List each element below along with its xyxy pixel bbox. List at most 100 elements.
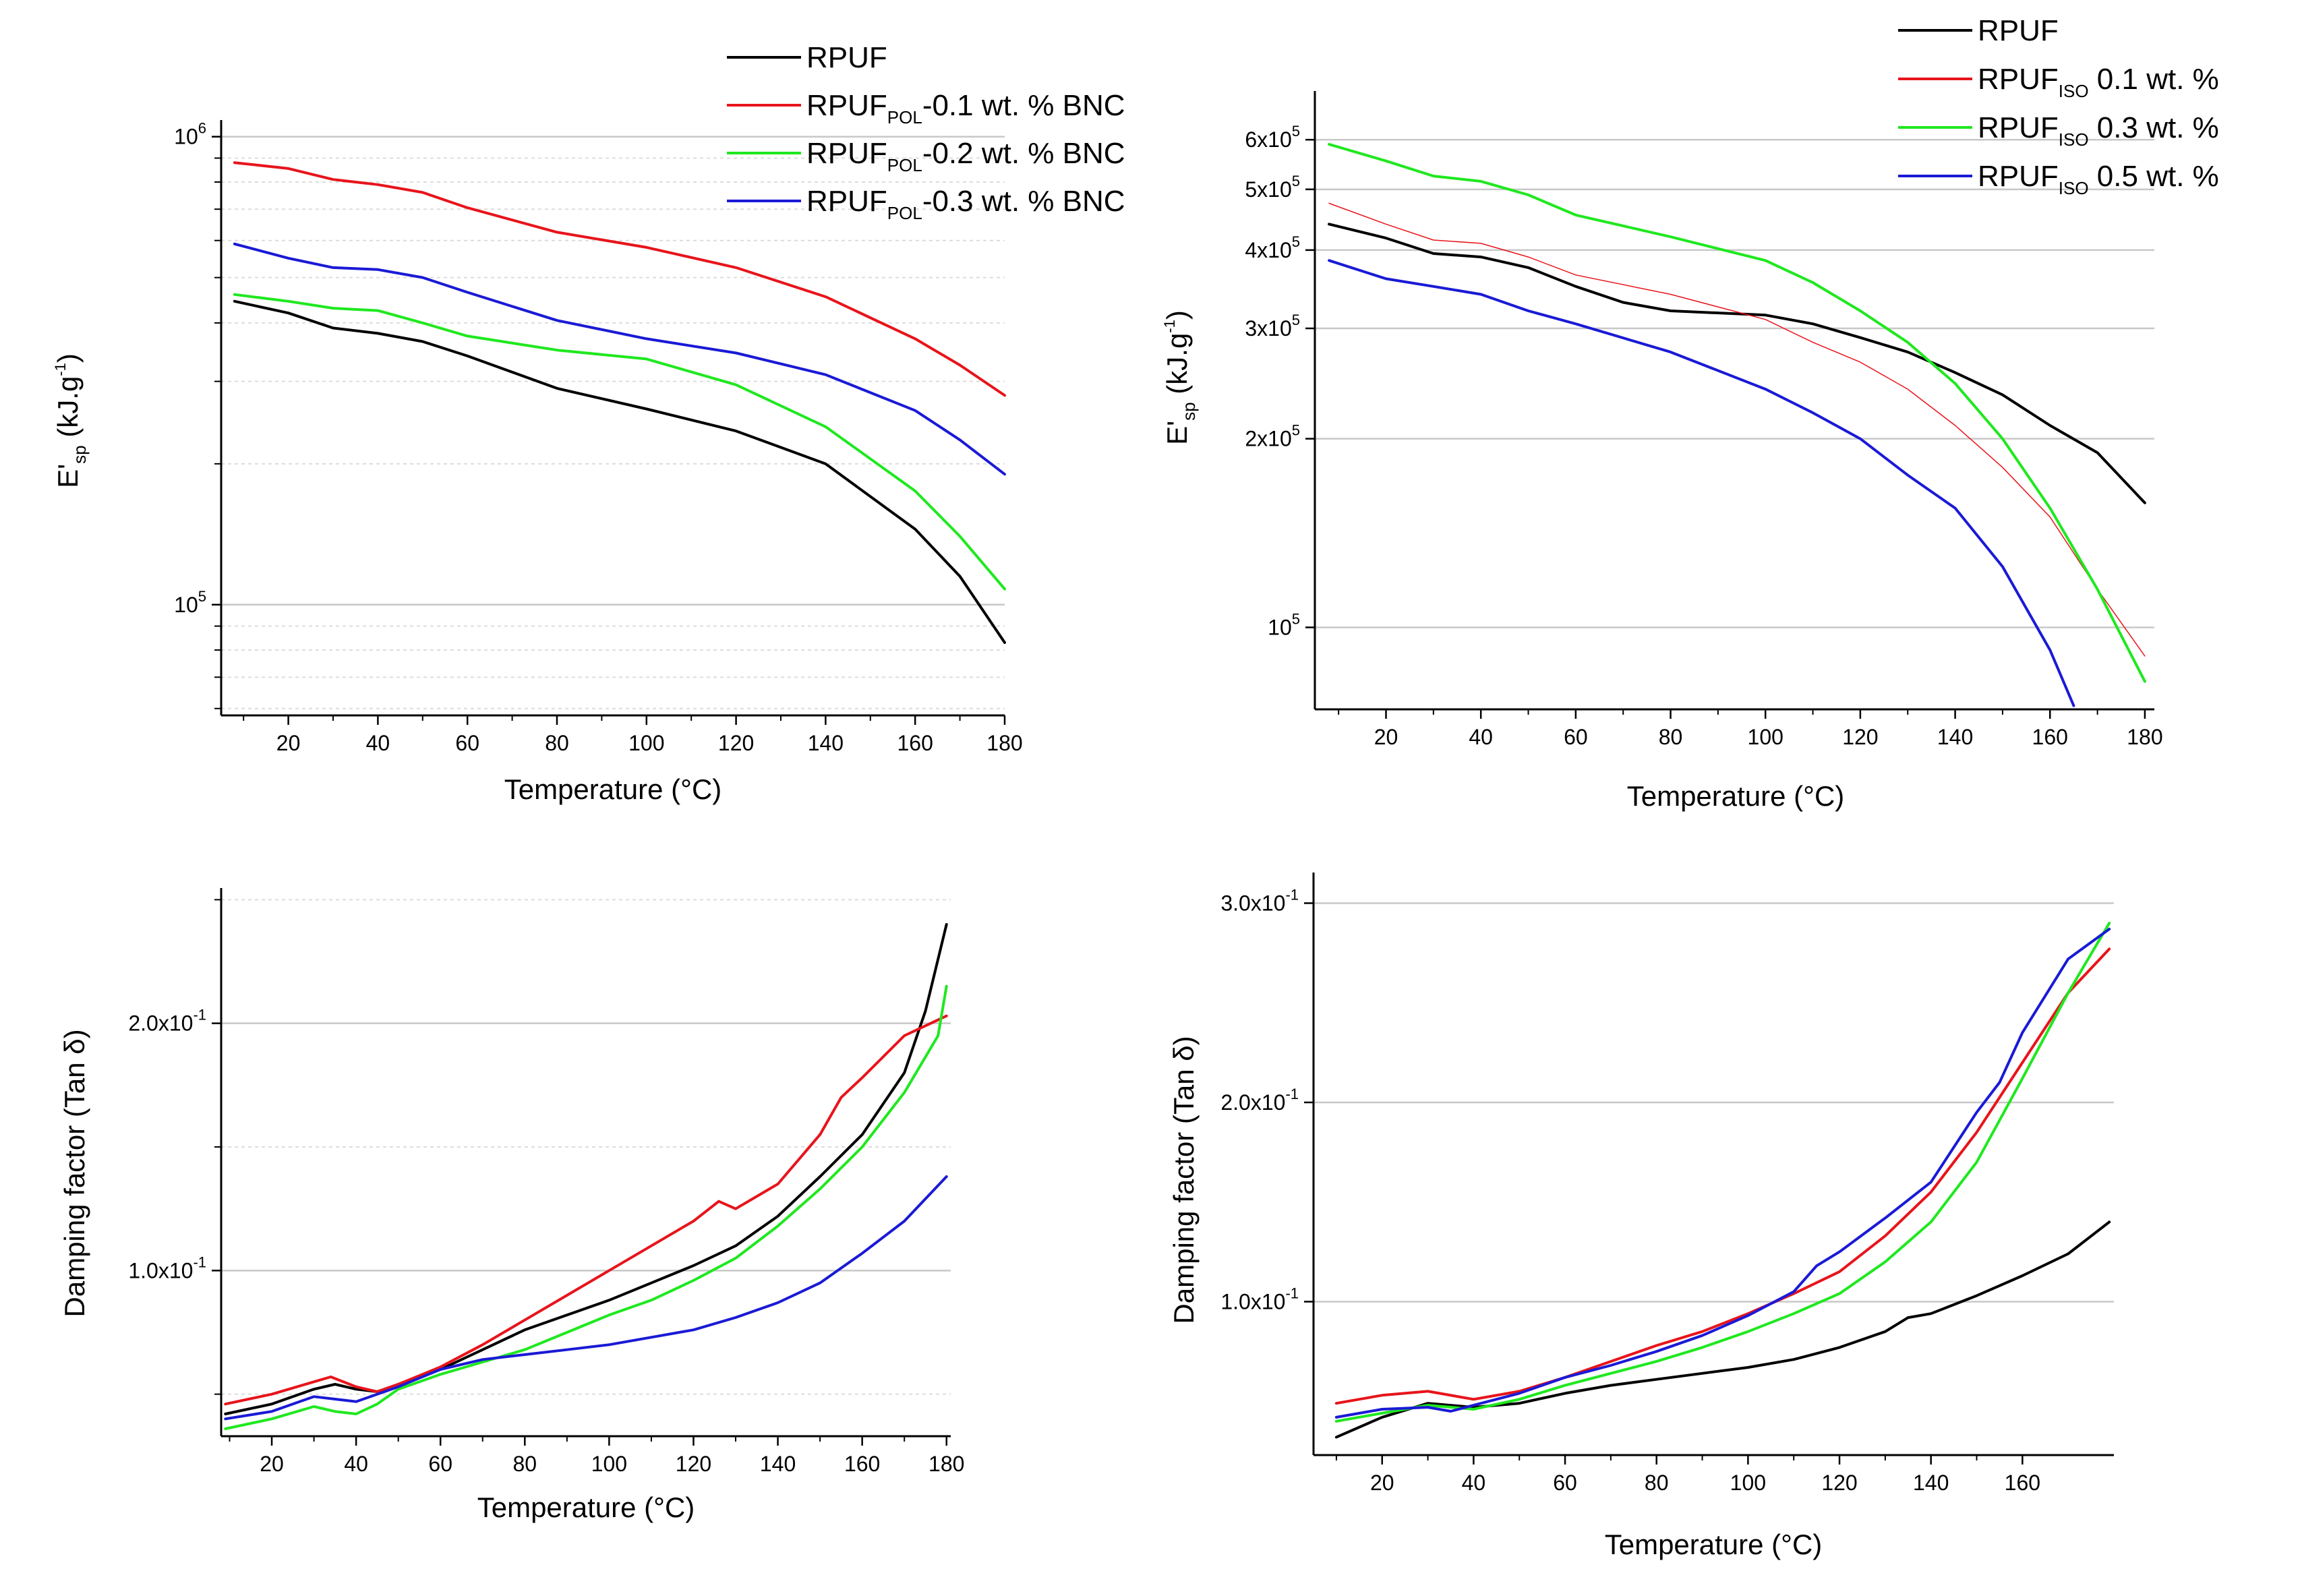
legend-label-3: RPUFISO 0.5 wt. % bbox=[1978, 160, 2219, 198]
chart-top-left: 20 40 60 80 100 120 140 160 180105106Temperature… bbox=[52, 41, 1125, 805]
x-tick-label: 100 bbox=[591, 1452, 627, 1476]
x-axis-title: Temperature (°C) bbox=[1605, 1529, 1823, 1560]
y-tick-label: 1.0x10-1 bbox=[128, 1253, 206, 1282]
x-axis-title: Temperature (°C) bbox=[504, 773, 722, 805]
y-ticks: 1.0x10-1 2.0x10-1 bbox=[128, 1007, 221, 1282]
x-tick-label: 100 bbox=[1748, 725, 1783, 749]
x-tick-label: 40 bbox=[1469, 725, 1493, 749]
series-line-1 bbox=[1328, 202, 2146, 657]
legend-label-0: RPUF bbox=[806, 41, 887, 74]
legend-name: RPUF bbox=[806, 185, 887, 218]
legend-name: RPUF bbox=[1978, 111, 2059, 144]
legend-sub: ISO bbox=[2059, 81, 2089, 101]
x-tick-label: 60 bbox=[1564, 725, 1588, 749]
x-tick-label: 100 bbox=[628, 731, 664, 755]
legend-label-1: RPUFISO 0.1 wt. % bbox=[1978, 63, 2219, 101]
x-tick-label: 180 bbox=[986, 731, 1022, 755]
x-ticks: 20 40 60 80 100 120 140 160 180 bbox=[243, 715, 1023, 755]
y-axis-title-main: E' bbox=[1161, 421, 1193, 445]
gridlines bbox=[1314, 902, 2114, 1303]
y-tick-mantissa: 2.0x10 bbox=[128, 1011, 193, 1036]
y-tick-exponent: 5 bbox=[198, 588, 206, 605]
legend-name: RPUF bbox=[1978, 14, 2059, 47]
legend-sub: POL bbox=[887, 203, 922, 223]
x-tick-label: 20 bbox=[260, 1452, 284, 1476]
legend-label-2: RPUFISO 0.3 wt. % bbox=[1978, 111, 2219, 150]
series-line-3 bbox=[1328, 259, 2075, 707]
chart-top-right: 20 40 60 80 100 120 140 160 1801052x1053x1054x10… bbox=[1161, 14, 2219, 812]
series-line-1 bbox=[1334, 947, 2111, 1405]
x-tick-label: 60 bbox=[1553, 1471, 1577, 1495]
series-line-3 bbox=[1334, 927, 2111, 1419]
series-line-2 bbox=[224, 984, 948, 1430]
x-tick-label: 160 bbox=[897, 731, 933, 755]
legend-suffix: 0.5 wt. % bbox=[2089, 160, 2219, 193]
chart-bottom-left: 20 40 60 80 100 120 140 160 1801.0x10-12.0x10-1T… bbox=[59, 888, 964, 1523]
y-axis-title-main: E' bbox=[52, 464, 84, 488]
series-line-3 bbox=[224, 1175, 948, 1421]
x-tick-label: 160 bbox=[844, 1452, 880, 1476]
y-tick-label: 2x105 bbox=[1245, 422, 1300, 451]
y-tick-mantissa: 3x10 bbox=[1245, 316, 1291, 341]
gridlines bbox=[1315, 138, 2154, 628]
y-tick-exponent: 5 bbox=[1292, 312, 1300, 328]
y-tick-label: 2.0x10-1 bbox=[128, 1007, 206, 1036]
x-axis-title: Temperature (°C) bbox=[477, 1491, 695, 1523]
x-tick-label: 140 bbox=[808, 731, 844, 755]
x-tick-label: 20 bbox=[1370, 1471, 1394, 1495]
y-axis-title-sub: sp bbox=[1179, 402, 1199, 420]
legend-label-2: RPUFPOL-0.2 wt. % BNC bbox=[806, 137, 1125, 175]
y-axis-title-unit: (kJ.g bbox=[52, 376, 84, 446]
x-tick-label: 40 bbox=[1462, 1471, 1486, 1495]
y-tick-exponent: 5 bbox=[1292, 173, 1300, 189]
y-tick-exponent: -1 bbox=[1285, 1086, 1299, 1102]
series-group bbox=[224, 923, 948, 1430]
x-tick-label: 80 bbox=[545, 731, 569, 755]
y-tick-label: 4x105 bbox=[1245, 233, 1300, 262]
series-line-1 bbox=[224, 1014, 948, 1406]
gridlines bbox=[214, 136, 1005, 709]
legend-name: RPUF bbox=[1978, 63, 2059, 96]
y-axis-title: Damping factor (Tan δ) bbox=[59, 1029, 90, 1317]
x-tick-label: 120 bbox=[1821, 1471, 1857, 1495]
series-line-1 bbox=[233, 161, 1006, 397]
x-tick-label: 60 bbox=[455, 731, 479, 755]
y-tick-mantissa: 1.0x10 bbox=[1220, 1289, 1285, 1313]
y-tick-label: 2.0x10-1 bbox=[1220, 1086, 1299, 1115]
y-axis-title-main: Damping factor (Tan δ) bbox=[1168, 1036, 1200, 1324]
y-tick-mantissa: 3.0x10 bbox=[1220, 891, 1285, 915]
y-tick-label: 106 bbox=[174, 120, 206, 149]
y-tick-exponent: 5 bbox=[1292, 123, 1300, 140]
x-tick-label: 120 bbox=[676, 1452, 711, 1476]
legend-sub: ISO bbox=[2059, 178, 2089, 198]
legend-name: RPUF bbox=[1978, 160, 2059, 193]
legend-suffix: 0.1 wt. % bbox=[2089, 63, 2219, 96]
y-tick-mantissa: 6x10 bbox=[1245, 127, 1291, 152]
legend-name: RPUF bbox=[806, 89, 887, 122]
legend-label-3: RPUFPOL-0.3 wt. % BNC bbox=[806, 185, 1125, 223]
y-tick-exponent: 5 bbox=[1292, 233, 1300, 250]
y-tick-mantissa: 10 bbox=[174, 593, 198, 617]
y-axis-title-unit-end: ) bbox=[1161, 310, 1193, 320]
y-tick-mantissa: 1.0x10 bbox=[128, 1258, 193, 1282]
y-tick-mantissa: 10 bbox=[1268, 615, 1292, 639]
y-tick-label: 105 bbox=[174, 588, 206, 617]
x-tick-label: 180 bbox=[928, 1452, 964, 1476]
x-ticks: 20 40 60 80 100 120 140 160 180 bbox=[1338, 709, 2163, 749]
legend-sub: POL bbox=[887, 107, 922, 127]
series-line-2 bbox=[1328, 143, 2146, 683]
x-tick-label: 180 bbox=[2127, 725, 2162, 749]
legend-label-0: RPUF bbox=[1978, 14, 2059, 47]
x-tick-label: 160 bbox=[2005, 1471, 2040, 1495]
legend-name: RPUF bbox=[806, 41, 887, 74]
y-axis-title: Damping factor (Tan δ) bbox=[1168, 1036, 1200, 1324]
legend-suffix: -0.2 wt. % BNC bbox=[922, 137, 1125, 170]
series-line-2 bbox=[233, 293, 1006, 591]
y-tick-exponent: 6 bbox=[198, 120, 206, 137]
x-tick-label: 20 bbox=[1374, 725, 1398, 749]
x-tick-label: 100 bbox=[1730, 1471, 1766, 1495]
y-tick-exponent: -1 bbox=[1285, 1284, 1299, 1301]
legend-sub: POL bbox=[887, 155, 922, 175]
